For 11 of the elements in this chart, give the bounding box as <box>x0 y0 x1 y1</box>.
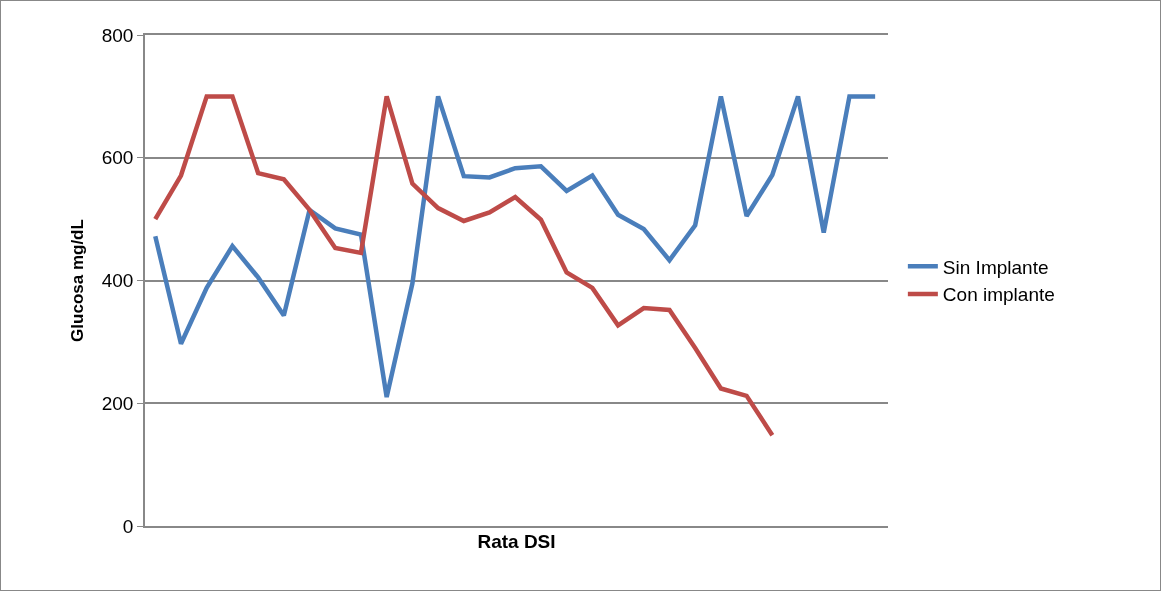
line-series <box>153 94 878 400</box>
x-axis-title: Rata DSI <box>477 531 556 553</box>
y-tick-label: 200 <box>101 392 134 414</box>
y-tick-label: 600 <box>101 147 134 169</box>
legend-label: Con implante <box>942 284 1055 306</box>
y-axis-title: Glucosa mg/dL <box>67 219 87 342</box>
y-tick-label: 800 <box>101 24 134 46</box>
y-tick-label: 400 <box>101 270 134 292</box>
line-series <box>153 94 775 438</box>
legend-label: Sin Implante <box>942 256 1049 278</box>
y-tick-label: 0 <box>122 515 134 537</box>
